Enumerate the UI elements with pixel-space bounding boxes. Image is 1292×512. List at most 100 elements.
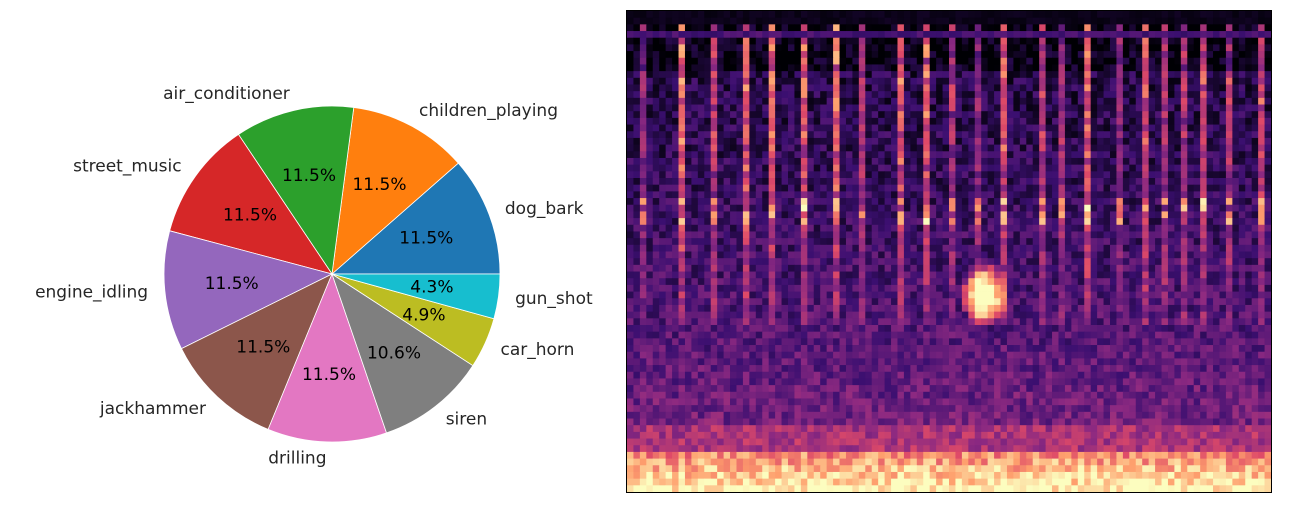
spectrogram-cell	[865, 178, 872, 185]
spectrogram-cell	[846, 18, 853, 25]
spectrogram-cell	[749, 225, 756, 232]
spectrogram-cell	[1078, 171, 1085, 178]
spectrogram-cell	[1013, 318, 1020, 325]
spectrogram-cell	[885, 24, 892, 31]
spectrogram-cell	[1052, 105, 1059, 112]
spectrogram-cell	[1071, 51, 1078, 58]
spectrogram-cell	[962, 31, 969, 38]
spectrogram-cell	[736, 105, 743, 112]
spectrogram-cell	[1174, 131, 1181, 138]
spectrogram-cell	[1226, 58, 1233, 65]
spectrogram-cell	[981, 318, 988, 325]
spectrogram-cell	[640, 211, 647, 218]
spectrogram-cell	[994, 24, 1001, 31]
spectrogram-cell	[633, 278, 640, 285]
spectrogram-cell	[666, 105, 673, 112]
spectrogram-cell	[1026, 205, 1033, 212]
spectrogram-cell	[1181, 125, 1188, 132]
spectrogram-cell	[897, 218, 904, 225]
spectrogram-cell	[1084, 318, 1091, 325]
spectrogram-cell	[1213, 272, 1220, 279]
spectrogram-cell	[859, 285, 866, 292]
spectrogram-cell	[1155, 44, 1162, 51]
spectrogram-cell	[814, 98, 821, 105]
spectrogram-cell	[820, 191, 827, 198]
spectrogram-cell	[691, 258, 698, 265]
spectrogram-cell	[743, 205, 750, 212]
spectrogram-cell	[994, 165, 1001, 172]
spectrogram-cell	[1181, 225, 1188, 232]
spectrogram-cell	[762, 252, 769, 259]
spectrogram-cell	[981, 338, 988, 345]
spectrogram-cell	[1187, 11, 1194, 18]
spectrogram-cell	[1155, 18, 1162, 25]
spectrogram-cell	[1084, 18, 1091, 25]
spectrogram-cell	[1187, 105, 1194, 112]
spectrogram-cell	[827, 245, 834, 252]
spectrogram-cell	[627, 285, 634, 292]
spectrogram-cell	[672, 305, 679, 312]
spectrogram-cell	[646, 211, 653, 218]
spectrogram-cell	[717, 131, 724, 138]
spectrogram-cell	[820, 111, 827, 118]
spectrogram-cell	[782, 111, 789, 118]
spectrogram-cell	[1200, 44, 1207, 51]
spectrogram-cell	[711, 11, 718, 18]
spectrogram-cell	[1026, 305, 1033, 312]
spectrogram-cell	[801, 31, 808, 38]
spectrogram-cell	[769, 91, 776, 98]
spectrogram-cell	[827, 71, 834, 78]
spectrogram-cell	[846, 318, 853, 325]
spectrogram-cell	[814, 78, 821, 85]
spectrogram-cell	[1207, 272, 1214, 279]
spectrogram-cell	[930, 338, 937, 345]
spectrogram-cell	[852, 238, 859, 245]
spectrogram-cell	[1071, 238, 1078, 245]
spectrogram-cell	[679, 245, 686, 252]
spectrogram-cell	[704, 111, 711, 118]
spectrogram-cell	[1149, 84, 1156, 91]
spectrogram-cell	[981, 131, 988, 138]
spectrogram-cell	[1155, 191, 1162, 198]
spectrogram-cell	[1232, 305, 1239, 312]
spectrogram-cell	[1194, 44, 1201, 51]
spectrogram-cell	[1065, 238, 1072, 245]
spectrogram-cell	[1071, 225, 1078, 232]
spectrogram-cell	[627, 325, 634, 332]
spectrogram-cell	[865, 245, 872, 252]
spectrogram-cell	[1155, 78, 1162, 85]
spectrogram-cell	[1252, 24, 1259, 31]
spectrogram-cell	[1046, 131, 1053, 138]
spectrogram-cell	[704, 71, 711, 78]
spectrogram-cell	[975, 158, 982, 165]
spectrogram-cell	[679, 165, 686, 172]
spectrogram-cell	[891, 298, 898, 305]
spectrogram-cell	[691, 211, 698, 218]
spectrogram-cell	[627, 298, 634, 305]
spectrogram-cell	[1026, 24, 1033, 31]
spectrogram-cell	[981, 218, 988, 225]
spectrogram-cell	[930, 84, 937, 91]
spectrogram-cell	[1097, 158, 1104, 165]
spectrogram-cell	[872, 105, 879, 112]
spectrogram-cell	[730, 165, 737, 172]
spectrogram-cell	[859, 125, 866, 132]
spectrogram-cell	[968, 71, 975, 78]
spectrogram-cell	[943, 84, 950, 91]
spectrogram-cell	[859, 138, 866, 145]
spectrogram-cell	[685, 165, 692, 172]
spectrogram-cell	[936, 44, 943, 51]
spectrogram-cell	[1232, 332, 1239, 339]
spectrogram-cell	[897, 211, 904, 218]
spectrogram-cell	[1226, 18, 1233, 25]
pie-pct-car-horn: 4.9%	[402, 305, 445, 325]
spectrogram-cell	[827, 145, 834, 152]
spectrogram-cell	[1097, 18, 1104, 25]
spectrogram-cell	[878, 198, 885, 205]
spectrogram-cell	[711, 171, 718, 178]
spectrogram-cell	[975, 265, 982, 272]
spectrogram-cell	[1226, 158, 1233, 165]
spectrogram-cell	[1258, 198, 1265, 205]
spectrogram-cell	[794, 325, 801, 332]
spectrogram-cell	[743, 78, 750, 85]
